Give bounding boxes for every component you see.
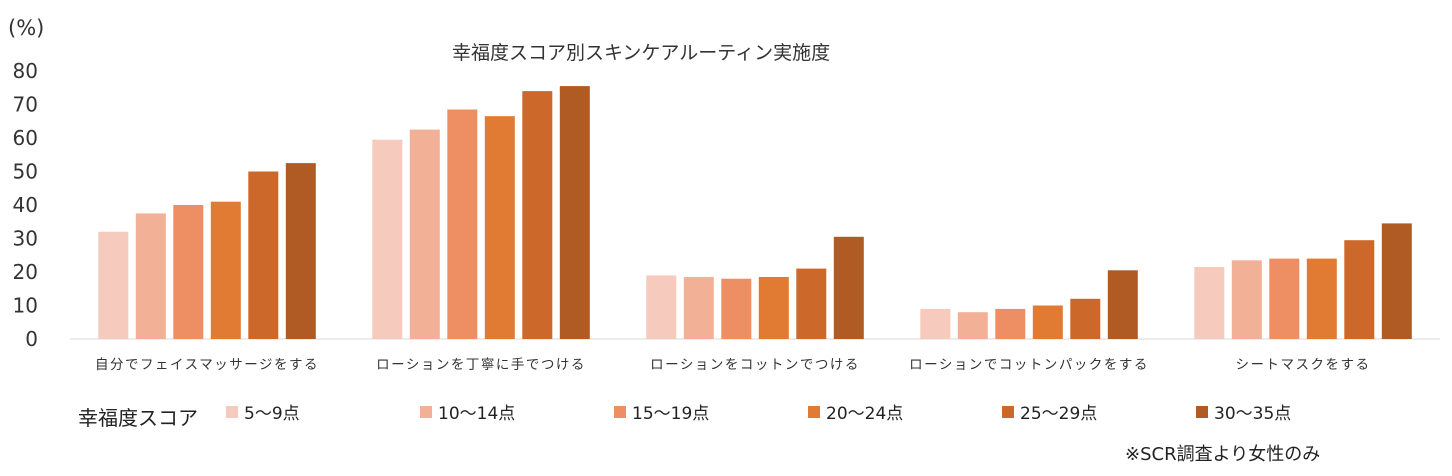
legend-swatch (1196, 405, 1208, 418)
bar-1-2 (135, 213, 166, 339)
legend-item: 25〜29点 (1002, 399, 1097, 424)
x-category-label: シートマスクをする (1236, 357, 1371, 373)
y-axis-ticks: 0 10 20 30 40 50 60 70 80 (13, 59, 38, 351)
legend-swatch (614, 405, 626, 418)
y-tick-label: 30 (13, 227, 38, 251)
bar-4-3 (995, 308, 1026, 339)
legend-swatch (808, 405, 820, 418)
y-tick-label: 0 (25, 327, 38, 351)
bar-3-5 (796, 268, 827, 339)
y-tick-label: 20 (13, 260, 38, 284)
bar-1-4 (210, 201, 241, 339)
x-category-label: ローションを丁寧に手でつける (376, 356, 586, 373)
bar-1-6 (285, 163, 316, 339)
bar-2-6 (559, 86, 590, 339)
legend-item: 20〜24点 (808, 399, 903, 424)
y-tick-label: 70 (13, 93, 38, 117)
bar-5-4 (1306, 258, 1337, 339)
bar-4-1 (920, 308, 951, 339)
legend-entry-label: 5〜9点 (244, 404, 300, 424)
y-tick-label: 50 (13, 160, 38, 184)
bar-4-4 (1032, 305, 1063, 339)
y-tick-label: 80 (13, 59, 38, 83)
legend-item: 30〜35点 (1196, 399, 1291, 424)
x-category-label: ローションをコットンでつける (650, 357, 860, 373)
legend-item: 15〜19点 (614, 399, 709, 424)
y-tick-label: 10 (13, 294, 38, 318)
legend-entry-label: 10〜14点 (438, 404, 516, 424)
legend: 5〜9点 10〜14点 15〜19点 20〜24点 25〜29点 30〜35点 (226, 399, 1406, 425)
bar-5-1 (1194, 267, 1225, 339)
legend-entry-label: 20〜24点 (826, 404, 904, 424)
bar-2-4 (484, 116, 515, 339)
bar-2-5 (522, 91, 553, 339)
bar-2-1 (372, 139, 403, 339)
footnote: ※SCR調査より女性のみ (1125, 444, 1321, 465)
chart-title: 幸福度スコア別スキンケアルーティン実施度 (452, 42, 831, 64)
legend-swatch (1002, 405, 1014, 418)
bar-2-3 (447, 109, 478, 339)
bar-3-2 (683, 277, 714, 339)
bar-4-5 (1070, 298, 1101, 339)
bar-3-3 (721, 278, 752, 339)
bar-3-4 (758, 277, 789, 339)
category-labels: 自分でフェイスマッサージをする ローションを丁寧に手でつける ローションをコットンで… (95, 356, 1371, 373)
legend-item: 5〜9点 (226, 399, 300, 424)
bar-1-5 (248, 171, 279, 339)
legend-item: 10〜14点 (420, 399, 515, 424)
y-tick-label: 60 (13, 126, 38, 150)
legend-entry-label: 30〜35点 (1214, 404, 1292, 424)
bars-group (98, 86, 1412, 339)
legend-entry-label: 15〜19点 (632, 404, 710, 424)
legend-title: 幸福度スコア (78, 406, 198, 430)
legend-swatch (226, 405, 238, 418)
bar-1-1 (98, 231, 129, 339)
bar-1-3 (173, 205, 204, 339)
bar-5-3 (1269, 258, 1300, 339)
y-axis-unit-label: (%) (8, 16, 45, 40)
legend-swatch (420, 405, 432, 418)
bar-3-1 (646, 275, 677, 339)
legend-entry-label: 25〜29点 (1020, 404, 1098, 424)
bar-4-2 (957, 312, 988, 339)
bar-2-2 (409, 129, 440, 339)
x-category-label: 自分でフェイスマッサージをする (95, 357, 319, 373)
bar-5-6 (1381, 223, 1412, 339)
bar-4-6 (1107, 270, 1138, 339)
bar-5-2 (1231, 260, 1262, 339)
x-category-label: ローションでコットンパックをする (909, 357, 1149, 373)
bar-5-5 (1344, 240, 1375, 339)
bar-3-6 (833, 236, 864, 339)
y-tick-label: 40 (13, 193, 38, 217)
